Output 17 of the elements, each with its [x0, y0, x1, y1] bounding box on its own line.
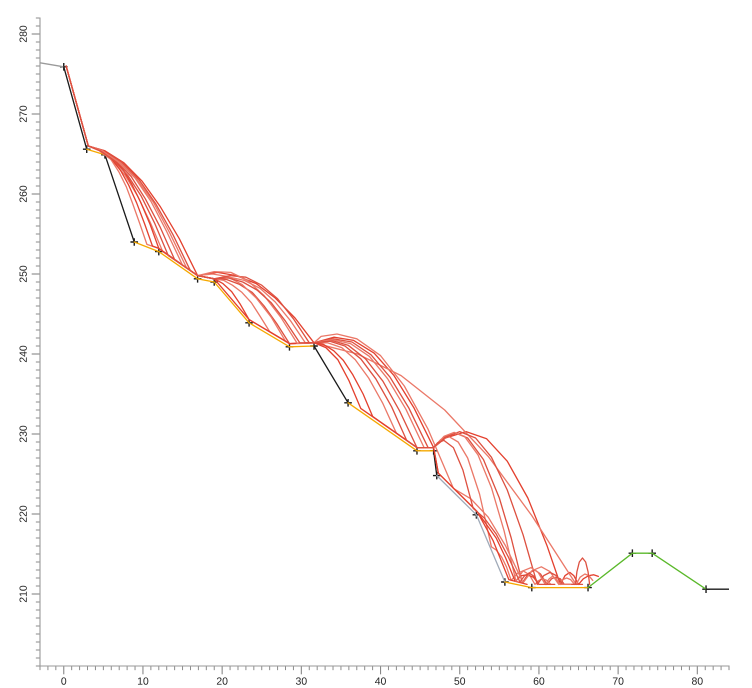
x-tick-label: 50 [454, 677, 466, 685]
y-tick-label: 240 [19, 346, 27, 362]
x-tick-label: 40 [374, 677, 386, 685]
x-tick-label: 80 [692, 677, 703, 685]
y-tick-label: 280 [19, 26, 27, 42]
x-tick-label: 70 [612, 677, 624, 685]
y-tick-label: 260 [19, 186, 27, 202]
x-tick-label: 30 [296, 677, 307, 685]
x-tick-label: 0 [61, 677, 66, 685]
y-tick-label: 250 [19, 266, 27, 282]
y-tick-label: 270 [19, 106, 27, 122]
x-tick-label: 10 [138, 677, 148, 685]
x-tick-label: 20 [216, 677, 228, 685]
y-tick-label: 220 [19, 506, 27, 522]
x-tick-label: 60 [534, 677, 544, 685]
y-tick-label: 210 [19, 586, 27, 602]
y-tick-label: 230 [19, 426, 27, 442]
